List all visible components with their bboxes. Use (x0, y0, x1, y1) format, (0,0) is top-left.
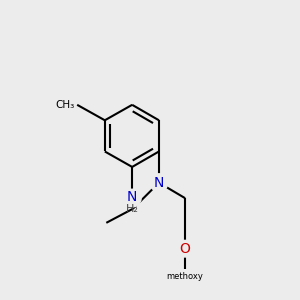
Text: O: O (180, 242, 190, 256)
Circle shape (177, 240, 194, 257)
Text: H₂: H₂ (126, 204, 139, 214)
Text: N: N (127, 190, 137, 204)
Text: N: N (154, 176, 164, 190)
Text: CH₃: CH₃ (56, 100, 75, 110)
Circle shape (150, 174, 168, 192)
Circle shape (123, 189, 141, 207)
Text: methoxy: methoxy (167, 272, 203, 281)
